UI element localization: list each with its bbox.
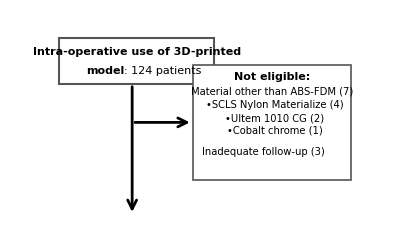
Text: •Cobalt chrome (1): •Cobalt chrome (1) [227, 126, 323, 136]
Text: Intra-operative use of 3D-printed: Intra-operative use of 3D-printed [33, 48, 241, 58]
Text: Material other than ABS-FDM (7): Material other than ABS-FDM (7) [190, 86, 353, 96]
Text: Inadequate follow-up (3): Inadequate follow-up (3) [202, 146, 325, 156]
Text: Not eligible:: Not eligible: [234, 72, 310, 82]
FancyBboxPatch shape [59, 38, 214, 84]
Text: model: model [86, 66, 124, 76]
Text: •SCLS Nylon Materialize (4): •SCLS Nylon Materialize (4) [206, 100, 344, 110]
FancyBboxPatch shape [193, 65, 351, 180]
Text: : 124 patients: : 124 patients [124, 66, 202, 76]
Text: •Ultem 1010 CG (2): •Ultem 1010 CG (2) [225, 113, 324, 123]
